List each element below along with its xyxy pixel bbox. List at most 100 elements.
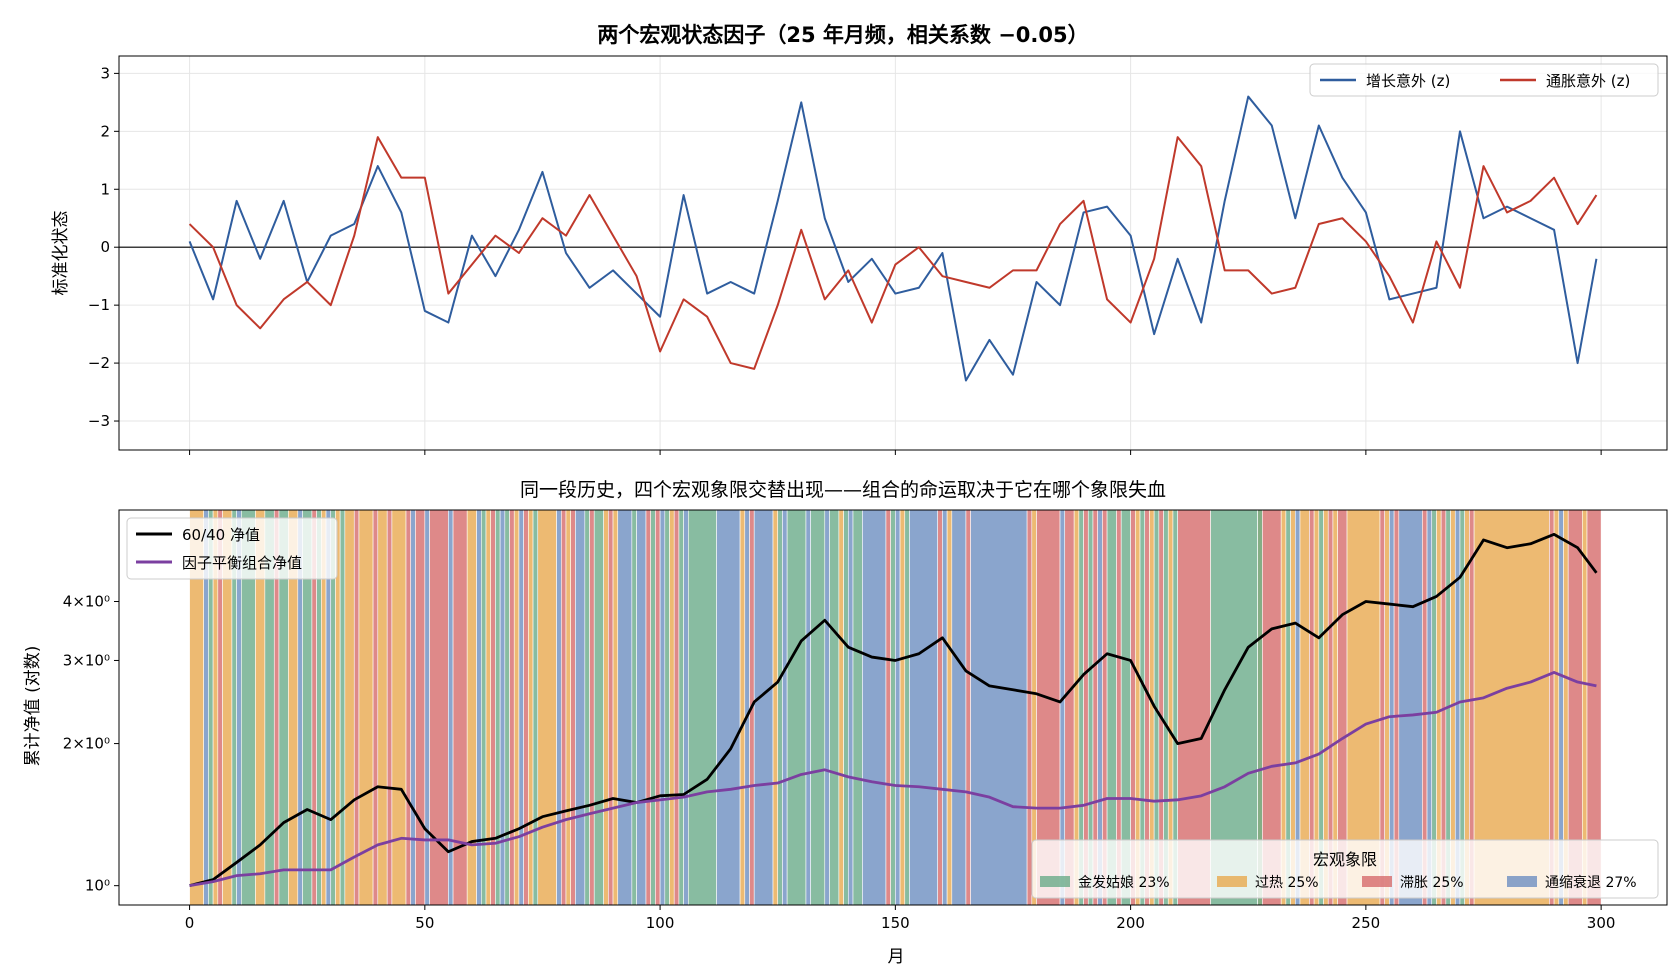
bottom-plot-frame	[118, 509, 1668, 906]
regime-band-O	[899, 509, 906, 906]
factor-balanced-nav-line	[189, 671, 1597, 888]
regime-band-S	[673, 509, 680, 906]
top-y-tick-label: −2	[88, 354, 110, 372]
bottom-x-tick-label: 0	[185, 914, 195, 932]
regime-band-D	[895, 509, 901, 906]
regime-band-G	[890, 509, 896, 906]
regime-band-O	[838, 509, 844, 906]
legend-label-factor: 因子平衡组合净值	[182, 554, 302, 572]
regime-band-G	[1210, 509, 1258, 906]
top-x-axis	[189, 450, 1602, 455]
regime-band-O	[669, 509, 675, 906]
regime-band-D	[909, 509, 938, 906]
bottom-x-tick-label: 200	[1116, 914, 1145, 932]
top-y-axis-label: 标准化状态	[51, 211, 71, 296]
regime-legend-label-O: 过热 25%	[1255, 875, 1319, 891]
regime-band-O	[358, 509, 374, 906]
regime-legend-items: 金发姑娘 23% 过热 25% 滞胀 25% 通缩衰退 27%	[1040, 874, 1637, 891]
regime-band-D	[970, 509, 1028, 906]
top-series-lines	[188, 95, 1598, 382]
top-legend: 增长意外 (z) 通胀意外 (z)	[1309, 63, 1659, 97]
regime-band-S	[937, 509, 943, 906]
top-plot-frame	[118, 55, 1668, 451]
regime-band-O	[485, 509, 492, 906]
regime-band-O	[344, 509, 355, 906]
regime-band-S	[405, 509, 412, 906]
regime-band-D	[951, 509, 967, 906]
top-panel-title: 两个宏观状态因子（25 年月频，相关系数 −0.05）	[597, 23, 1088, 47]
regime-band-S	[1026, 509, 1033, 906]
regime-band-G	[678, 509, 684, 906]
regime-band-S	[965, 509, 971, 906]
regime-band-O	[391, 509, 407, 906]
top-y-axis: −3 −2 −1 0 1 2 3	[88, 64, 119, 430]
regime-band-G	[777, 509, 783, 906]
regime-band-D	[424, 509, 430, 906]
regime-band-S	[523, 509, 529, 906]
bottom-x-tick-label: 150	[881, 914, 910, 932]
regime-legend: 宏观象限 金发姑娘 23% 过热 25% 滞胀 25% 通缩衰退 27%	[1031, 839, 1659, 899]
regime-band-S	[560, 509, 567, 906]
regime-band-S	[608, 509, 614, 906]
regime-band-O	[528, 509, 534, 906]
regime-band-D	[556, 509, 562, 906]
regime-band-D	[448, 509, 454, 906]
regime-band-D	[753, 509, 774, 906]
regime-legend-label-S: 滞胀 25%	[1400, 875, 1464, 891]
regime-band-G	[904, 509, 910, 906]
top-y-tick-label: 0	[100, 238, 110, 256]
regime-band-D	[410, 509, 416, 906]
inflation-surprise-line	[188, 136, 1598, 370]
bottom-series-lines	[189, 532, 1598, 888]
regime-band-S	[645, 509, 651, 906]
regime-band-G	[829, 509, 840, 906]
regime-band-G	[593, 509, 604, 906]
top-y-tick-label: 3	[100, 64, 110, 82]
top-y-tick-label: −3	[88, 412, 110, 430]
regime-band-D	[636, 509, 647, 906]
regime-band-D	[716, 509, 741, 906]
regime-band-G	[339, 509, 346, 906]
regime-band-S	[386, 509, 393, 906]
bottom-panel-title: 同一段历史，四个宏观象限交替出现——组合的命运取决于它在哪个象限失血	[520, 479, 1166, 501]
bottom-panel: 同一段历史，四个宏观象限交替出现——组合的命运取决于它在哪个象限失血 10⁰ 2×…	[23, 479, 1668, 967]
regime-band-G	[650, 509, 656, 906]
regime-band-S	[353, 509, 360, 906]
bottom-x-tick-label: 250	[1352, 914, 1381, 932]
regime-band-D	[942, 509, 948, 906]
regime-band-G	[843, 509, 849, 906]
bottom-y-tick-label: 3×10⁰	[63, 651, 110, 669]
legend-label-inflation: 通胀意外 (z)	[1546, 72, 1630, 90]
regime-legend-label-G: 金发姑娘 23%	[1078, 875, 1170, 891]
top-panel: 两个宏观状态因子（25 年月频，相关系数 −0.05） −3 −2 −1 0 1 2 3 标…	[51, 23, 1668, 455]
regime-band-S	[490, 509, 496, 906]
bottom-series-legend: 60/40 净值 因子平衡组合净值	[126, 517, 338, 580]
regime-band-G	[504, 509, 510, 906]
regime-band-D	[782, 509, 788, 906]
regime-band-D	[805, 509, 811, 906]
regime-band-G	[664, 509, 670, 906]
regime-band-D	[744, 509, 750, 906]
regime-band-D	[862, 509, 887, 906]
top-legend-box	[1309, 63, 1659, 97]
regime-band-G	[852, 509, 863, 906]
regime-band-O	[603, 509, 609, 906]
regime-band-G	[810, 509, 826, 906]
regime-band-S	[509, 509, 515, 906]
regime-legend-swatch-D	[1507, 876, 1537, 887]
regime-band-G	[495, 509, 501, 906]
regime-legend-swatch-S	[1362, 876, 1392, 887]
legend-label-growth: 增长意外 (z)	[1366, 72, 1450, 90]
regime-band-D	[617, 509, 633, 906]
bottom-x-axis: 0 50 100 150 200 250 300	[185, 905, 1615, 932]
regime-legend-box	[1031, 839, 1659, 899]
regime-legend-label-D: 通缩衰退 27%	[1545, 874, 1637, 891]
regime-band-S	[885, 509, 891, 906]
regime-band-O	[565, 509, 571, 906]
regime-band-G	[631, 509, 637, 906]
bottom-series-legend-box	[126, 517, 338, 580]
bottom-x-tick-label: 50	[415, 914, 434, 932]
top-y-tick-label: 2	[100, 122, 110, 140]
top-y-tick-label: −1	[88, 296, 110, 314]
